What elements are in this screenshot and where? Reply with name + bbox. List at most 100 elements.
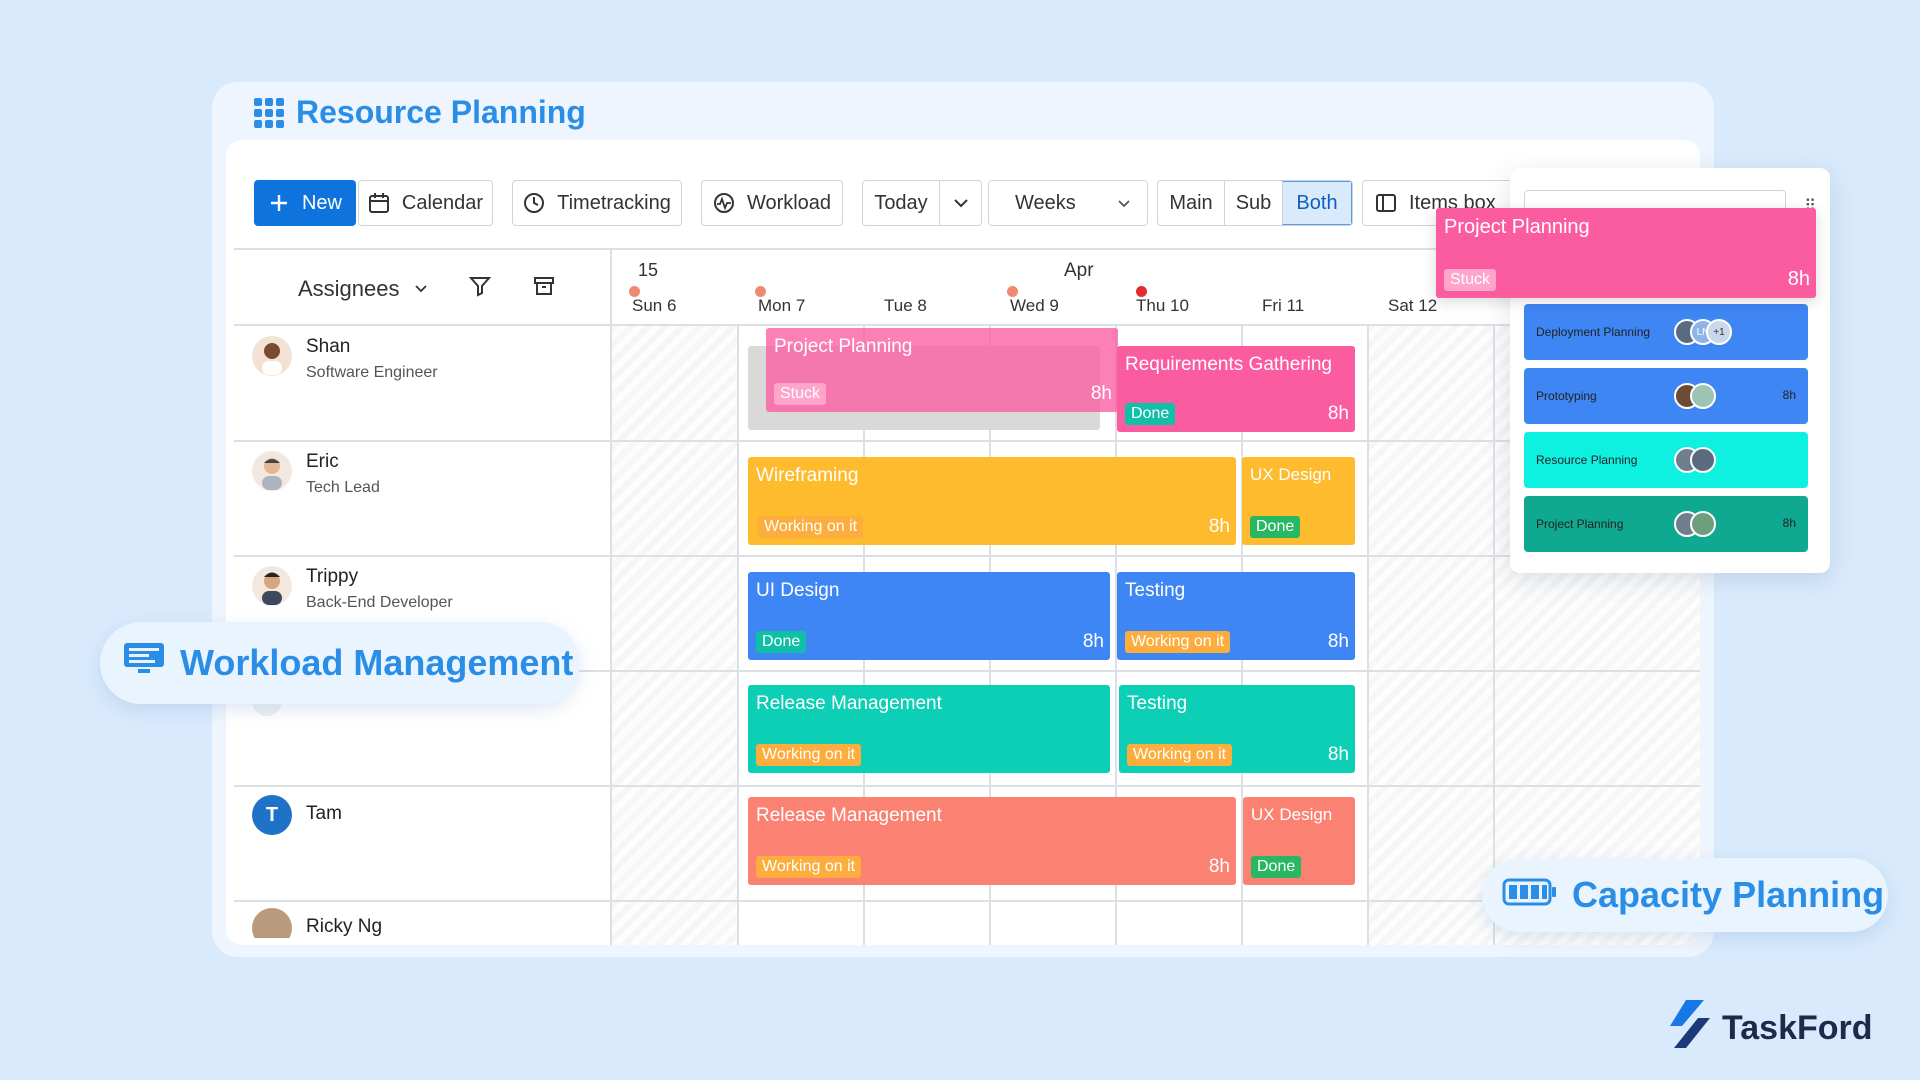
avatar-overflow-count: +1 [1706, 319, 1732, 345]
items-box-icon [1375, 192, 1397, 214]
assignee-row[interactable]: Eric Tech Lead [252, 451, 380, 497]
workload-management-label: Workload Management [100, 622, 580, 704]
weeks-select[interactable]: Weeks [988, 180, 1148, 226]
new-button[interactable]: New [254, 180, 356, 226]
dragging-task-card[interactable]: Project Planning Stuck 8h [1436, 208, 1816, 298]
today-dot [1136, 286, 1147, 297]
view-mode-main[interactable]: Main [1169, 191, 1213, 214]
assignee-row[interactable]: Ricky Ng [252, 908, 382, 938]
archive-icon[interactable] [532, 274, 556, 303]
assignees-label: Assignees [298, 275, 400, 301]
plus-icon [268, 192, 290, 214]
brand-name: TaskFord [1722, 1009, 1873, 1047]
column-divider [737, 326, 739, 945]
workload-button[interactable]: Workload [701, 180, 843, 226]
item-name: Project Planning [1536, 517, 1624, 531]
status-badge: Done [1250, 516, 1301, 538]
view-mode-both[interactable]: Both [1282, 181, 1352, 225]
status-badge: Working on it [756, 744, 862, 766]
assignees-dropdown[interactable]: Assignees [298, 276, 428, 302]
avatar [252, 336, 292, 376]
today-dropdown[interactable] [939, 181, 981, 225]
assignee-name: Ricky Ng [306, 916, 383, 937]
task-name: UX Design [1251, 805, 1333, 824]
column-divider [1493, 326, 1495, 945]
chevron-down-icon [953, 199, 968, 208]
assignee-row[interactable]: Trippy Back-End Developer [252, 566, 453, 612]
assignee-row[interactable]: Shan Software Engineer [252, 336, 438, 382]
view-mode-sub[interactable]: Sub [1224, 181, 1282, 225]
task-bar[interactable]: Testing Working on it 8h [1119, 685, 1355, 773]
today-control[interactable]: Today [862, 180, 982, 226]
week-number: 15 [638, 260, 659, 280]
calendar-icon [368, 192, 390, 214]
status-badge: Working on it [756, 856, 862, 878]
status-badge: Working on it [1125, 631, 1231, 653]
capacity-planning-text: Capacity Planning [1572, 874, 1885, 915]
day-header-fri: Fri 11 [1262, 296, 1305, 315]
today-button[interactable]: Today [874, 191, 928, 214]
items-box-card[interactable]: Prototyping 8h [1524, 368, 1808, 424]
task-bar[interactable]: UX Design Done [1243, 797, 1355, 885]
app-header: Resource Planning [254, 94, 586, 131]
weeks-label: Weeks [1015, 191, 1076, 214]
status-badge: Working on it [1127, 744, 1233, 766]
item-hours: 8h [1782, 388, 1796, 402]
task-bar[interactable]: UI Design Done 8h [748, 572, 1110, 660]
task-hours: 8h [1327, 744, 1349, 765]
task-name: Project Planning [774, 336, 913, 357]
avatar [1690, 511, 1716, 537]
avatar [1690, 447, 1716, 473]
task-name: Testing [1125, 580, 1186, 601]
assignee-name: Tam [306, 803, 342, 824]
row-divider [234, 900, 1700, 902]
workload-management-text: Workload Management [180, 642, 574, 683]
task-name: Requirements Gathering [1125, 354, 1332, 375]
task-bar[interactable]: Testing Working on it 8h [1117, 572, 1355, 660]
items-box-card[interactable]: Deployment Planning LN +1 [1524, 304, 1808, 360]
task-hours: 8h [1787, 268, 1810, 290]
chevron-down-icon [1118, 199, 1130, 207]
workload-label: Workload [746, 191, 832, 214]
task-hours: 8h [1208, 516, 1230, 537]
task-hours: 8h [1082, 631, 1104, 652]
divider [234, 248, 1700, 250]
status-badge: Stuck [774, 383, 827, 405]
assignee-role: Tech Lead [306, 479, 380, 496]
resource-grid-icon [254, 97, 284, 128]
workload-icon [713, 192, 735, 214]
day-header-sun: Sun 6 [632, 296, 677, 315]
new-button-label: New [301, 191, 342, 214]
timetracking-button[interactable]: Timetracking [512, 180, 682, 226]
filter-icon[interactable] [468, 274, 492, 303]
task-name: Release Management [756, 805, 942, 826]
item-name: Prototyping [1536, 389, 1597, 403]
workload-monitor-icon [122, 641, 166, 686]
capacity-planning-label: Capacity Planning [1482, 858, 1888, 932]
task-bar[interactable]: UX Design Done [1242, 457, 1355, 545]
items-box-card[interactable]: Project Planning 8h [1524, 496, 1808, 552]
items-box-card[interactable]: Resource Planning [1524, 432, 1808, 488]
assignee-row[interactable]: T Tam [252, 795, 342, 835]
task-name: UX Design [1250, 465, 1332, 484]
task-hours: 8h [1208, 856, 1230, 877]
task-bar[interactable]: Project Planning Stuck 8h [766, 328, 1118, 412]
event-dot [629, 286, 640, 297]
calendar-button[interactable]: Calendar [358, 180, 493, 226]
assignee-name: Trippy [306, 566, 359, 587]
task-bar[interactable]: Release Management Working on it 8h [748, 797, 1236, 885]
view-mode-toggle[interactable]: Main Sub Both [1157, 180, 1353, 226]
month-label: Apr [1064, 260, 1094, 281]
task-bar[interactable]: Release Management Working on it [748, 685, 1110, 773]
column-divider [1367, 326, 1369, 945]
task-hours: 8h [1327, 403, 1349, 424]
drag-handle-icon[interactable]: ⠿ [1804, 198, 1816, 215]
task-bar[interactable]: Requirements Gathering Done 8h [1117, 346, 1355, 432]
day-header-thu: Thu 10 [1136, 296, 1189, 315]
task-bar[interactable]: Wireframing Working on it 8h [748, 457, 1236, 545]
taskford-logo-icon [1664, 996, 1714, 1061]
status-badge: Done [1251, 856, 1302, 878]
row-divider [234, 555, 1700, 557]
avatar [252, 908, 292, 938]
avatar [1690, 383, 1716, 409]
